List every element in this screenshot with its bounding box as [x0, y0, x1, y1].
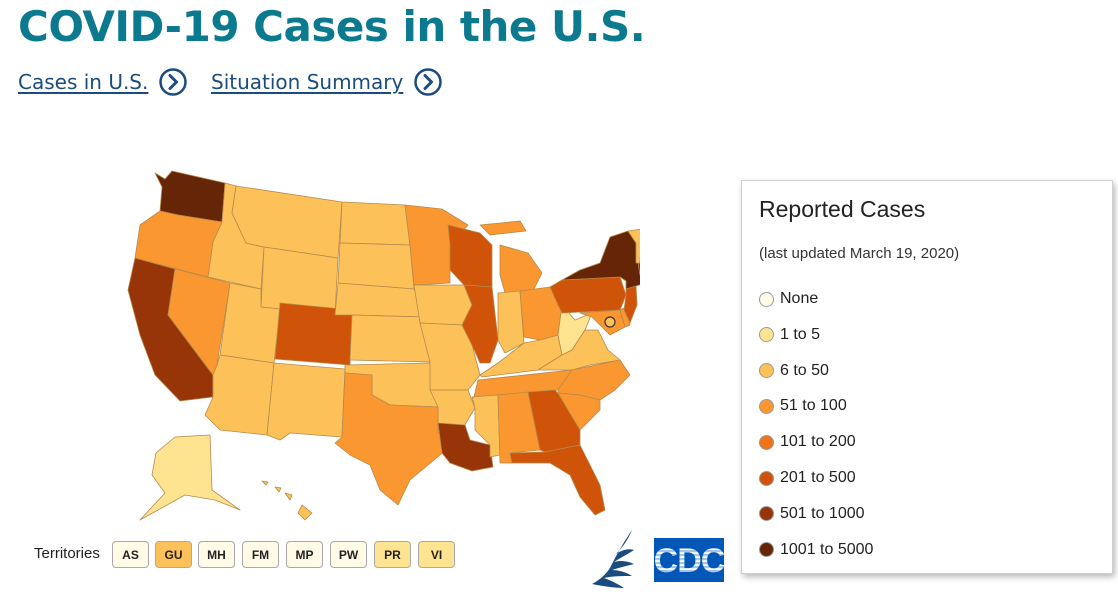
territory-button-fm[interactable]: FM — [242, 541, 279, 568]
legend-title: Reported Cases — [759, 196, 926, 222]
legend-label: 51 to 100 — [780, 397, 847, 415]
state-kansas[interactable] — [349, 314, 431, 363]
state-hawaii[interactable] — [261, 480, 313, 521]
situation-summary-link[interactable]: Situation Summary — [211, 66, 443, 98]
legend-updated-date: (last updated March 19, 2020) — [759, 245, 960, 262]
state-illinois[interactable] — [461, 284, 499, 364]
state-massachusetts[interactable] — [637, 258, 640, 276]
state-pennsylvania[interactable] — [549, 276, 627, 314]
legend-panel: Reported Cases (last updated March 19, 2… — [741, 180, 1113, 574]
legend-swatch — [759, 398, 774, 414]
legend-label: None — [780, 290, 819, 307]
hhs-eagle-icon — [592, 530, 634, 588]
legend-label: 1 to 5 — [780, 325, 821, 343]
legend-item[interactable]: 1001 to 5000 — [759, 540, 873, 560]
state-virginia[interactable] — [537, 329, 621, 371]
legend-item[interactable]: 101 to 200 — [759, 432, 856, 452]
territory-button-pr[interactable]: PR — [374, 541, 411, 568]
legend-item[interactable]: 6 to 50 — [759, 361, 829, 381]
cases-in-us-link[interactable]: Cases in U.S. — [18, 66, 188, 98]
state-new-mexico[interactable] — [266, 362, 346, 441]
legend-item[interactable]: 201 to 500 — [759, 468, 856, 488]
legend-label: 6 to 50 — [780, 361, 829, 379]
territory-button-mp[interactable]: MP — [286, 541, 323, 568]
territory-button-as[interactable]: AS — [112, 541, 149, 568]
legend-swatch — [759, 506, 774, 522]
territory-button-vi[interactable]: VI — [418, 541, 455, 568]
state-florida[interactable] — [509, 444, 606, 516]
state-texas[interactable] — [334, 372, 447, 506]
legend-swatch — [759, 470, 774, 486]
legend-swatch — [759, 542, 774, 558]
legend-label: 101 to 200 — [780, 433, 856, 451]
legend-item[interactable]: None — [759, 289, 818, 309]
legend-item[interactable]: 1 to 5 — [759, 325, 820, 345]
dc-marker[interactable] — [604, 316, 616, 328]
state-vermont[interactable] — [627, 228, 640, 264]
legend-item[interactable]: 501 to 1000 — [759, 504, 865, 524]
state-indiana[interactable] — [497, 290, 525, 354]
territory-button-pw[interactable]: PW — [330, 541, 367, 568]
state-south-carolina[interactable] — [557, 392, 601, 431]
state-iowa[interactable] — [413, 284, 473, 326]
state-south-dakota[interactable] — [337, 242, 415, 290]
legend-swatch — [759, 363, 774, 379]
legend-swatch — [759, 291, 774, 307]
chevron-right-circle-icon — [414, 68, 443, 96]
state-maryland[interactable] — [579, 309, 626, 336]
chevron-right-circle-icon — [159, 68, 188, 96]
legend-item[interactable]: 51 to 100 — [759, 396, 847, 416]
state-alaska[interactable] — [139, 434, 241, 521]
legend-swatch — [759, 434, 774, 450]
situation-summary-link-label: Situation Summary — [211, 70, 404, 94]
state-wisconsin[interactable] — [447, 224, 493, 288]
page-title: COVID-19 Cases in the U.S. — [18, 2, 646, 51]
cdc-logo: CDC — [654, 538, 724, 582]
legend-label: 1001 to 5000 — [780, 540, 874, 558]
state-north-dakota[interactable] — [339, 201, 411, 246]
territory-button-gu[interactable]: GU — [155, 541, 192, 568]
territory-button-mh[interactable]: MH — [198, 541, 235, 568]
territories-label: Territories — [34, 545, 100, 562]
state-louisiana[interactable] — [437, 422, 494, 472]
legend-label: 501 to 1000 — [780, 504, 865, 522]
legend-swatch — [759, 327, 774, 343]
legend-label: 201 to 500 — [780, 469, 856, 486]
cases-in-us-link-label: Cases in U.S. — [18, 70, 149, 94]
us-states-map — [127, 170, 640, 521]
